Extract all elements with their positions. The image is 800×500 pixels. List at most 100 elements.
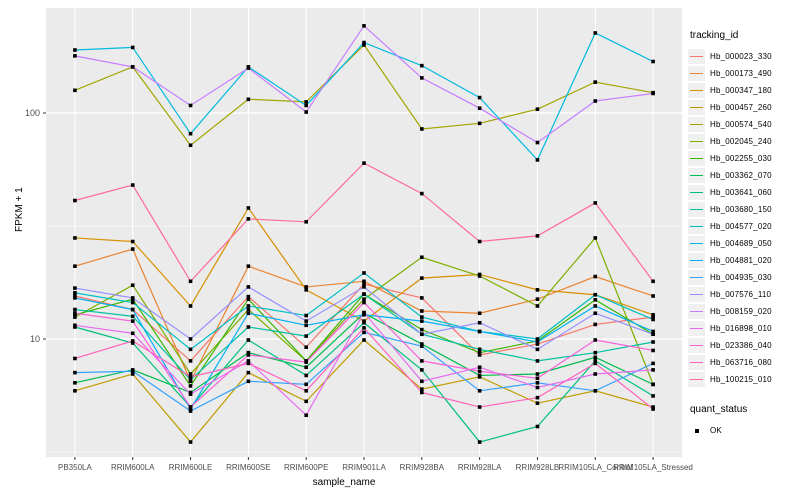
data-point [593,322,598,327]
y-tick-label: 100 [25,108,40,118]
legend-line-icon [690,106,703,108]
data-point [362,161,366,165]
data-point [188,377,193,382]
legend-item: Hb_002045_240 [688,133,800,150]
legend-item: Hb_016898_010 [688,320,800,337]
data-point [73,307,77,312]
legend-item: Hb_004881_020 [688,252,800,269]
legend-item: Hb_003362_070 [688,167,800,184]
data-point [246,297,251,302]
data-point [246,353,251,357]
data-point [246,264,251,268]
data-point [535,359,540,363]
legend-item-label: Hb_002045_240 [710,137,772,146]
data-point [535,234,540,238]
legend-item-label: Hb_003362_070 [710,171,772,180]
data-point [73,291,77,295]
data-point [535,372,540,376]
legend-line-icon [690,344,703,346]
data-point [593,361,598,366]
legend-item-label: Hb_023386_040 [710,341,772,350]
legend-key-swatch [688,338,705,353]
x-tick-label: RRIM600SE [226,463,270,472]
data-point [188,103,193,108]
ok-square-icon [688,423,705,438]
data-point [362,326,366,330]
x-axis-title: sample_name [312,477,376,488]
data-point [535,347,540,352]
legend-item-label: Hb_004689_050 [710,239,772,248]
data-point [535,381,540,385]
x-tick-label: RRIM928BA [400,463,445,472]
data-point [420,76,424,80]
legend-key-swatch [688,66,705,81]
data-point [593,350,598,355]
data-point [246,307,251,312]
legend-quant-status: quant_status OK [688,404,800,439]
legend-item: Hb_000574_540 [688,116,800,133]
data-point [420,309,424,313]
legend-item-label: Hb_002255_030 [710,154,772,163]
legend-key-swatch [688,100,705,115]
data-point [73,356,77,361]
data-point [73,381,77,385]
data-point [593,372,598,376]
data-point [304,220,308,224]
legend-item-label: Hb_007576_110 [710,290,772,299]
data-point [477,347,482,352]
data-point [651,312,655,317]
legend-key-swatch [688,287,705,302]
data-point [246,338,251,342]
data-point [304,365,308,370]
legend-key-swatch [688,304,705,319]
x-tick-label: RRIM105LA_Stressed [613,463,693,472]
legend-item: Hb_003641_060 [688,184,800,201]
legend-key-swatch [688,253,705,268]
x-tick-label: RRIM600LA [111,463,155,472]
data-point [593,304,598,308]
legend-item: Hb_002255_030 [688,150,800,167]
x-tick-label: RRIM600PE [284,463,328,472]
legend-key-swatch [688,83,705,98]
x-tick-label: RRIM105LA_Control [558,463,632,472]
legend-item-label: Hb_004881_020 [710,256,772,265]
data-point [477,121,482,126]
legend-item: Hb_008159_020 [688,303,800,320]
data-point [420,127,424,131]
data-point [593,99,598,103]
data-point [304,373,308,378]
data-point [304,323,308,328]
data-point [420,319,424,323]
data-point [362,297,366,302]
data-point [362,285,366,289]
data-point [188,409,193,413]
data-point [362,310,366,315]
data-point [651,361,655,366]
data-point [420,379,424,384]
data-point [477,405,482,409]
legend-item-label: Hb_000173_490 [710,69,772,78]
x-tick-label: RRIM600LE [169,463,213,472]
data-point [651,368,655,372]
legend-item: Hb_023386_040 [688,337,800,354]
x-tick-label: RRIM901LA [342,463,386,472]
legend-item-label: Hb_000023_330 [710,52,772,61]
data-point [304,110,308,114]
data-point [593,298,598,302]
data-point [651,294,655,298]
data-point [246,206,251,210]
data-point [362,312,366,317]
data-point [477,388,482,393]
legend-key-swatch [688,168,705,183]
data-point [246,311,251,316]
data-point [188,347,193,352]
data-point [73,388,77,393]
data-point [477,239,482,244]
legend-item: Hb_000173_490 [688,65,800,82]
data-point [362,24,366,28]
data-point [651,279,655,284]
data-point [420,255,424,260]
data-point [73,236,77,240]
data-point [535,376,540,381]
